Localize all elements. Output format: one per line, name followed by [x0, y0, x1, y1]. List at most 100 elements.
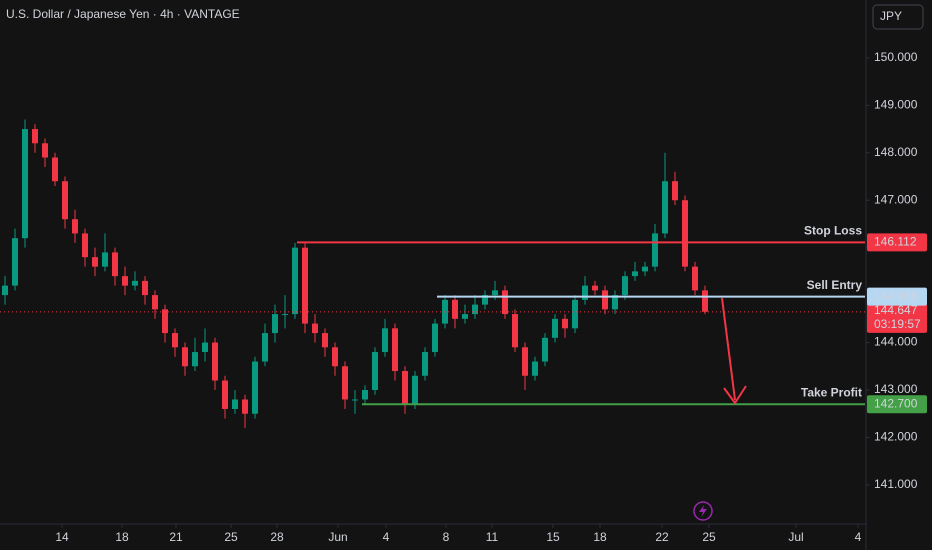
- candle-body: [182, 347, 188, 367]
- x-tick-label: 18: [593, 530, 607, 544]
- candle-body: [92, 257, 98, 267]
- level-name: Take Profit: [801, 385, 862, 399]
- level-tag: [867, 287, 927, 306]
- y-tick-label: 142.000: [874, 430, 918, 444]
- arrow-head: [723, 385, 747, 405]
- x-tick-label: Jun: [328, 530, 347, 544]
- candle-body: [642, 266, 648, 272]
- candle-body: [62, 181, 68, 220]
- event-icon-bolt: [699, 505, 707, 517]
- candle-body: [572, 299, 578, 329]
- event-icon[interactable]: [693, 501, 713, 521]
- last-price-label: 144.647: [874, 303, 918, 317]
- candle-body: [622, 276, 628, 296]
- candle-body: [592, 285, 598, 291]
- last-price-tag: [867, 302, 927, 333]
- candle-body: [522, 347, 528, 376]
- candle-body: [692, 266, 698, 291]
- candle-body: [152, 295, 158, 310]
- currency-button[interactable]: [872, 4, 924, 30]
- candle-body: [482, 295, 488, 305]
- candle-body: [352, 399, 358, 401]
- candle-body: [172, 333, 178, 348]
- candle-body: [192, 352, 198, 367]
- candle-body: [252, 361, 258, 414]
- candle-body: [302, 247, 308, 324]
- x-tick-label: 4: [383, 530, 390, 544]
- candle-body: [322, 333, 328, 348]
- candle-body: [582, 285, 588, 300]
- level-name: Stop Loss: [804, 224, 862, 238]
- candle-body: [472, 304, 478, 315]
- candle-body: [292, 247, 298, 315]
- candle-body: [42, 143, 48, 158]
- y-tick-label: 149.000: [874, 98, 918, 112]
- candle-body: [672, 181, 678, 201]
- candle-body: [362, 390, 368, 400]
- candle-body: [652, 233, 658, 267]
- candle-body: [412, 375, 418, 405]
- candle-body: [312, 323, 318, 334]
- candle-body: [202, 342, 208, 353]
- currency-label: JPY: [880, 9, 902, 23]
- x-tick-label: 15: [546, 530, 560, 544]
- candle-body: [142, 280, 148, 296]
- candle-body: [402, 371, 408, 405]
- candle-body: [222, 380, 228, 409]
- candle-body: [612, 295, 618, 310]
- candle-body: [462, 314, 468, 319]
- candle-body: [72, 219, 78, 234]
- candle-body: [512, 314, 518, 348]
- level-name: Sell Entry: [807, 278, 863, 292]
- x-tick-label: 22: [655, 530, 669, 544]
- candle-body: [262, 333, 268, 362]
- y-tick-label: 144.000: [874, 335, 918, 349]
- x-tick-label: 14: [55, 530, 69, 544]
- x-tick-label: 8: [443, 530, 450, 544]
- candle-body: [282, 314, 288, 316]
- candle-body: [132, 280, 138, 286]
- x-tick-label: 21: [169, 530, 183, 544]
- candle-body: [552, 318, 558, 338]
- candle-body: [682, 200, 688, 267]
- candle-body: [602, 290, 608, 310]
- y-tick-label: 143.000: [874, 382, 918, 396]
- countdown-label: 03:19:57: [874, 317, 921, 331]
- candle-body: [342, 366, 348, 400]
- candle-body: [452, 299, 458, 319]
- level-tag-label: 146.112: [874, 235, 917, 249]
- x-tick-label: 25: [702, 530, 716, 544]
- level-tag: [867, 395, 927, 414]
- candle-body: [212, 342, 218, 381]
- candle-body: [702, 290, 708, 312]
- x-tick-label: 25: [224, 530, 238, 544]
- candle-body: [12, 238, 18, 286]
- candle-body: [542, 337, 548, 362]
- y-tick-label: 150.000: [874, 50, 918, 64]
- y-tick-label: 147.000: [874, 192, 918, 206]
- candle-body: [2, 285, 8, 296]
- candle-body: [372, 352, 378, 390]
- level-tag: [867, 233, 927, 252]
- candle-body: [532, 361, 538, 376]
- x-tick-label: Jul: [788, 530, 803, 544]
- candle-body: [22, 129, 28, 239]
- level-tag-label: 144.968: [874, 289, 918, 303]
- candle-body: [122, 276, 128, 286]
- x-tick-label: 4: [855, 530, 862, 544]
- y-tick-label: 148.000: [874, 145, 918, 159]
- candle-body: [32, 129, 38, 144]
- candle-body: [632, 271, 638, 277]
- candle-body: [662, 181, 668, 234]
- candle-body: [52, 157, 58, 182]
- candle-body: [162, 309, 168, 334]
- level-tag-label: 142.700: [874, 396, 918, 410]
- arrow-shaft: [721, 297, 736, 401]
- x-tick-label: 11: [486, 530, 499, 544]
- candle-body: [502, 290, 508, 315]
- candle-body: [422, 352, 428, 376]
- candle-body: [232, 399, 238, 409]
- candle-body: [432, 323, 438, 353]
